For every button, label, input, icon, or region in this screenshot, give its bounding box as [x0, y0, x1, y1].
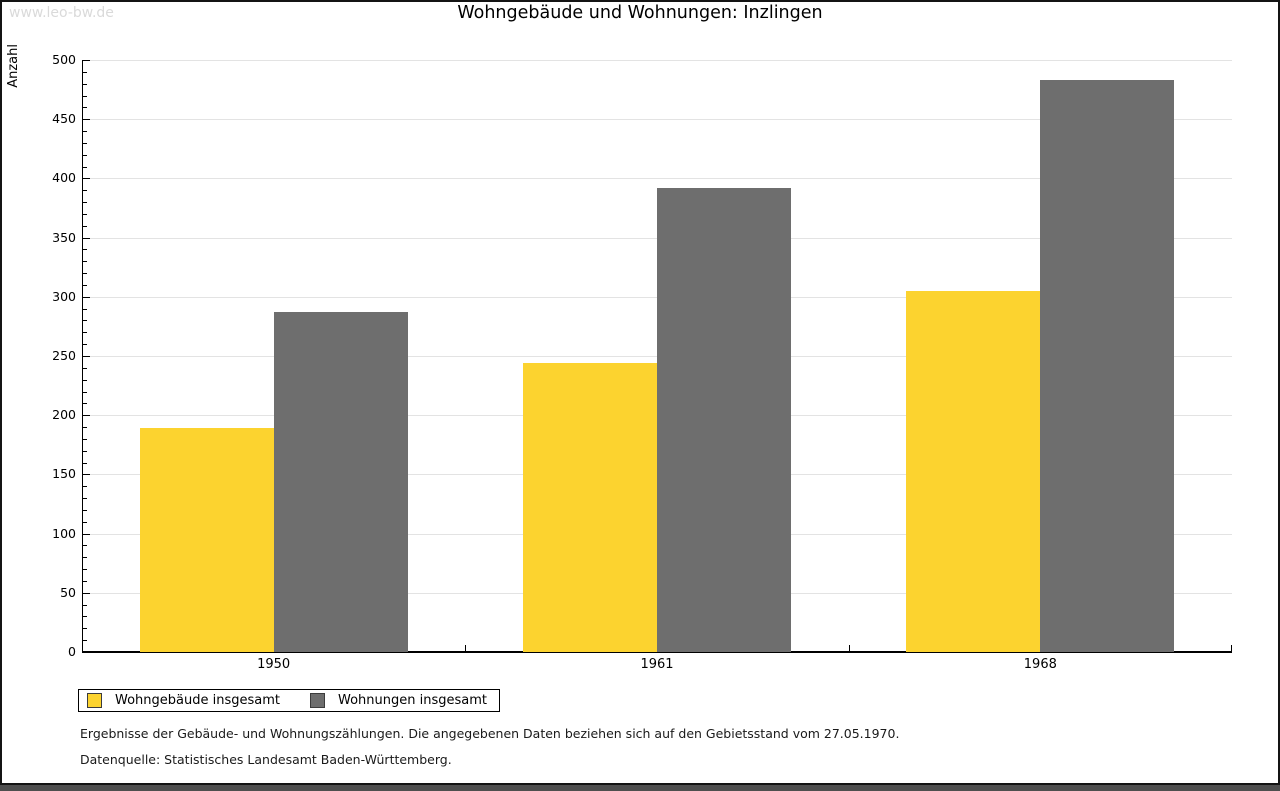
watermark: www.leo-bw.de: [9, 5, 114, 21]
y-axis-minor-tick: [83, 616, 87, 618]
x-axis-end-tick: [1231, 645, 1232, 652]
y-axis-tick-label: 350: [52, 229, 76, 245]
y-axis-major-tick: [83, 237, 90, 239]
y-axis-minor-tick: [83, 509, 87, 511]
chart-title: Wohngebäude und Wohnungen: Inzlingen: [457, 3, 823, 23]
y-axis-tick-label: 250: [52, 348, 76, 363]
y-axis-major-tick: [83, 474, 90, 476]
bar-wohnungen-1968: [1040, 80, 1175, 652]
y-axis-tick-label: 100: [52, 525, 76, 541]
footnote-datenquelle: Datenquelle: Statistisches Landesamt Bad…: [80, 752, 452, 767]
x-axis-category-label: 1968: [1023, 657, 1057, 672]
y-axis-minor-tick: [83, 273, 87, 275]
y-axis-tick-label: 150: [52, 466, 76, 482]
y-axis-minor-tick: [83, 202, 87, 204]
y-axis-minor-tick: [83, 142, 87, 144]
y-axis-minor-tick: [83, 308, 87, 310]
y-axis-major-tick: [83, 415, 90, 417]
y-axis-minor-tick: [83, 427, 87, 429]
y-axis-minor-tick: [83, 344, 87, 346]
y-axis-minor-tick: [83, 557, 87, 559]
y-axis-minor-tick: [83, 450, 87, 452]
plot-area: 0 50 100 150 200 250 300 350 400 450 500 1950 1961 19…: [52, 52, 1232, 672]
y-axis-minor-tick: [83, 107, 87, 109]
bottom-strip: [0, 785, 1280, 791]
y-axis-minor-tick: [83, 261, 87, 263]
y-axis-minor-tick: [83, 284, 87, 286]
y-axis-title: Anzahl: [6, 44, 21, 88]
y-axis-minor-tick: [83, 320, 87, 322]
y-axis-minor-tick: [83, 213, 87, 215]
bar-wohngebäude-1950: [139, 428, 274, 652]
y-axis-minor-tick: [83, 604, 87, 606]
x-axis-group-tick: [848, 645, 850, 652]
legend-swatch-gray: [310, 693, 325, 708]
y-axis-tick-label: 200: [52, 407, 76, 423]
bar-wohngebäude-1968: [906, 290, 1041, 652]
y-axis-minor-tick: [83, 438, 87, 440]
legend: Wohngebäude insgesamt Wohnungen insgesam…: [78, 689, 500, 712]
y-axis-tick-label: 500: [52, 52, 76, 67]
bar-wohnungen-1950: [273, 312, 408, 652]
y-axis-minor-tick: [83, 71, 87, 73]
legend-label: Wohngebäude insgesamt: [115, 693, 280, 708]
y-axis-minor-tick: [83, 628, 87, 630]
y-axis-major-tick: [83, 652, 90, 653]
legend-item-wohnungen: Wohnungen insgesamt: [310, 693, 487, 708]
legend-swatch-yellow: [87, 693, 102, 708]
footnote-gebietsstand: Ergebnisse der Gebäude- und Wohnungszähl…: [80, 726, 900, 741]
y-axis-minor-tick: [83, 83, 87, 85]
y-axis-minor-tick: [83, 569, 87, 571]
y-axis-minor-tick: [83, 131, 87, 133]
y-axis-minor-tick: [83, 154, 87, 156]
y-axis-minor-tick: [83, 391, 87, 393]
gridline: [83, 60, 1232, 61]
y-axis-minor-tick: [83, 166, 87, 168]
y-axis-major-tick: [83, 592, 90, 594]
y-axis-major-tick: [83, 356, 90, 357]
y-axis-major-tick: [83, 60, 90, 61]
y-axis-minor-tick: [83, 462, 87, 464]
y-axis-minor-tick: [83, 367, 87, 369]
gridline: [83, 178, 1232, 180]
y-axis-tick-label: 400: [52, 170, 76, 186]
y-axis-minor-tick: [83, 545, 87, 547]
y-axis-major-tick: [83, 533, 90, 535]
legend-label: Wohnungen insgesamt: [338, 693, 487, 708]
y-axis-minor-tick: [83, 498, 87, 500]
x-axis-group-tick: [465, 645, 467, 652]
y-axis-tick-label: 50: [60, 584, 76, 600]
y-axis-tick-label: 300: [52, 288, 76, 304]
y-axis-minor-tick: [83, 521, 87, 523]
y-axis-minor-tick: [83, 580, 87, 582]
y-axis-minor-tick: [83, 379, 87, 381]
legend-item-wohngebaeude: Wohngebäude insgesamt: [87, 693, 280, 708]
y-axis-minor-tick: [83, 95, 87, 97]
y-axis-tick-label: 0: [68, 644, 76, 659]
gridline: [83, 119, 1232, 121]
y-axis-tick-label: 450: [52, 111, 76, 127]
x-axis-category-label: 1950: [257, 657, 291, 672]
x-axis-line: [82, 651, 1232, 653]
y-axis-minor-tick: [83, 190, 87, 192]
y-axis-minor-tick: [83, 225, 87, 227]
y-axis-line: [82, 60, 83, 652]
y-axis-minor-tick: [83, 249, 87, 251]
y-axis-minor-tick: [83, 640, 87, 642]
x-axis-category-label: 1961: [640, 657, 674, 672]
y-axis-major-tick: [83, 296, 90, 298]
bar-wohngebäude-1961: [523, 363, 657, 652]
y-axis-major-tick: [83, 178, 90, 180]
y-axis-minor-tick: [83, 403, 87, 405]
y-axis-minor-tick: [83, 486, 87, 488]
y-axis-major-tick: [83, 119, 90, 121]
y-axis-minor-tick: [83, 332, 87, 334]
bar-wohnungen-1961: [657, 187, 791, 652]
